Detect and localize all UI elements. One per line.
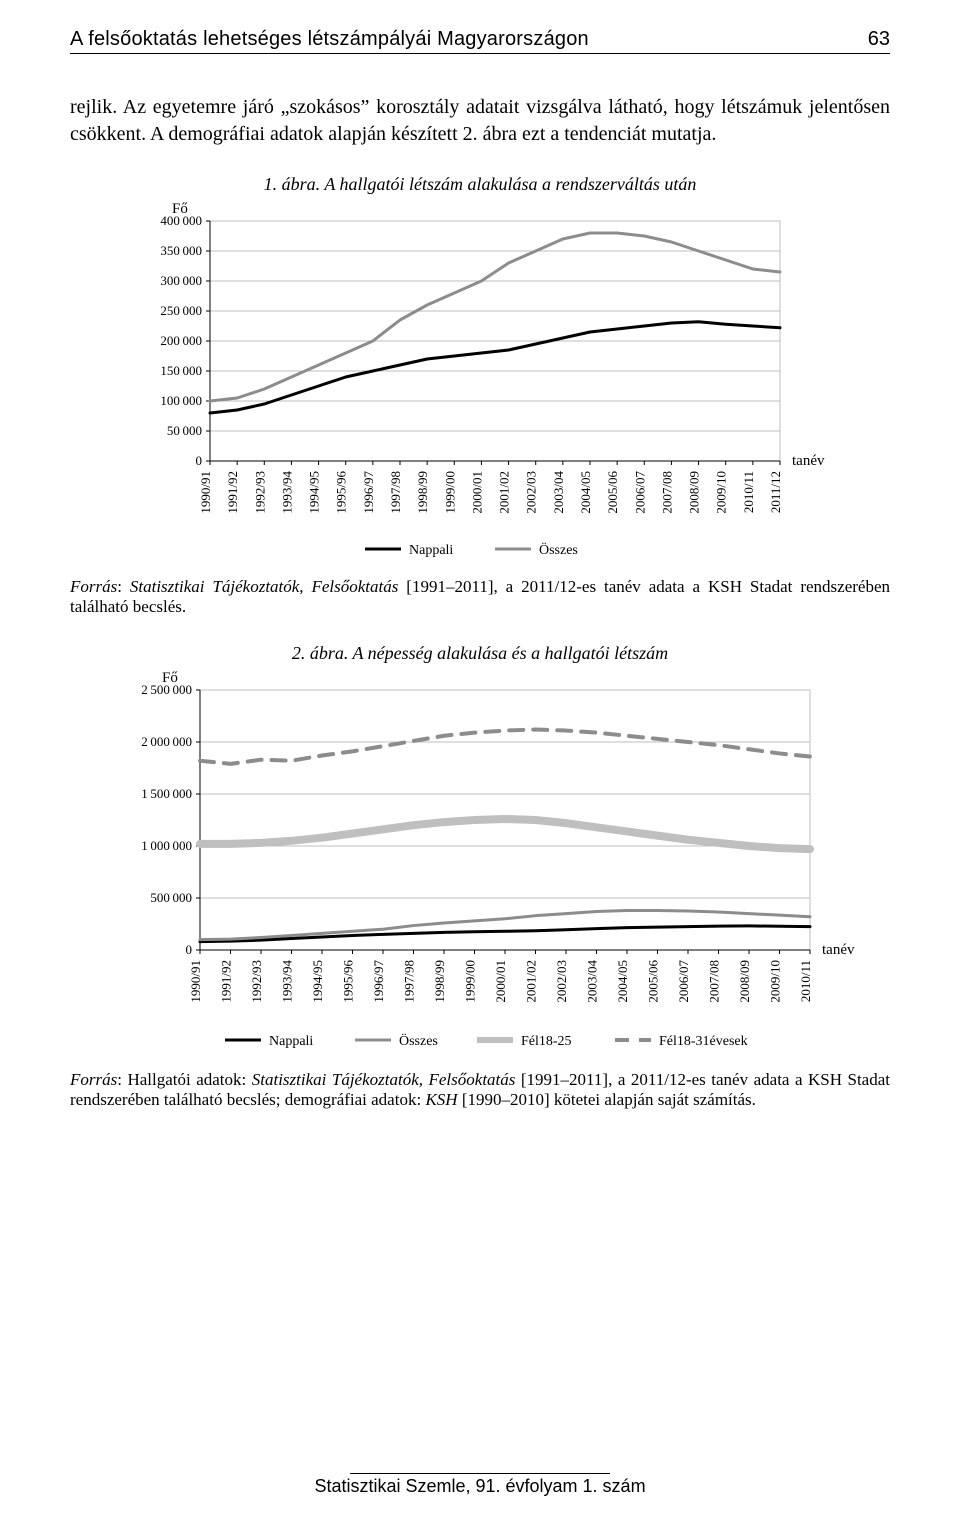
svg-text:Fél18-31évesek: Fél18-31évesek: [659, 1034, 748, 1049]
svg-text:Összes: Összes: [539, 541, 578, 558]
svg-text:2002/03: 2002/03: [554, 960, 569, 1003]
svg-text:50 000: 50 000: [167, 423, 202, 438]
svg-text:2003/04: 2003/04: [551, 471, 566, 514]
svg-text:Fő: Fő: [162, 670, 178, 686]
svg-text:2000/01: 2000/01: [469, 471, 484, 514]
svg-text:1999/00: 1999/00: [442, 471, 457, 514]
svg-text:Nappali: Nappali: [269, 1034, 313, 1049]
svg-text:2004/05: 2004/05: [578, 471, 593, 514]
svg-text:300 000: 300 000: [160, 273, 202, 288]
svg-text:0: 0: [186, 942, 193, 957]
svg-text:2008/09: 2008/09: [687, 471, 702, 514]
svg-text:Fő: Fő: [172, 201, 188, 217]
svg-text:2001/02: 2001/02: [497, 471, 512, 514]
svg-text:1993/94: 1993/94: [280, 960, 295, 1003]
svg-text:2005/06: 2005/06: [646, 960, 661, 1003]
page-footer: Statisztikai Szemle, 91. évfolyam 1. szá…: [0, 1473, 960, 1497]
svg-text:2007/08: 2007/08: [659, 471, 674, 514]
running-title: A felsőoktatás lehetséges létszámpályái …: [70, 28, 589, 51]
figure1-title: 1. ábra. A hallgatói létszám alakulása a…: [70, 174, 890, 195]
svg-text:2010/11: 2010/11: [798, 960, 813, 1002]
svg-text:2009/10: 2009/10: [768, 960, 783, 1003]
svg-text:1994/95: 1994/95: [310, 960, 325, 1003]
svg-text:tanév: tanév: [792, 453, 825, 469]
svg-text:100 000: 100 000: [160, 393, 202, 408]
svg-text:2001/02: 2001/02: [524, 960, 539, 1003]
svg-text:1990/91: 1990/91: [188, 960, 203, 1003]
svg-text:1997/98: 1997/98: [388, 471, 403, 514]
svg-text:1990/91: 1990/91: [198, 471, 213, 514]
svg-text:2005/06: 2005/06: [605, 471, 620, 514]
svg-text:1995/96: 1995/96: [341, 960, 356, 1003]
svg-text:2008/09: 2008/09: [737, 960, 752, 1003]
svg-text:350 000: 350 000: [160, 243, 202, 258]
figure2-source: Forrás: Hallgatói adatok: Statisztikai T…: [70, 1070, 890, 1110]
svg-text:500 000: 500 000: [150, 890, 192, 905]
svg-text:200 000: 200 000: [160, 333, 202, 348]
svg-text:Összes: Összes: [399, 1032, 438, 1049]
footer-rule: [350, 1473, 610, 1474]
svg-text:1994/95: 1994/95: [307, 471, 322, 514]
svg-text:2006/07: 2006/07: [632, 471, 647, 514]
svg-text:0: 0: [196, 453, 203, 468]
svg-text:2004/05: 2004/05: [615, 960, 630, 1003]
svg-text:1996/97: 1996/97: [371, 960, 386, 1003]
svg-text:1993/94: 1993/94: [279, 471, 294, 514]
svg-text:150 000: 150 000: [160, 363, 202, 378]
figure2-title: 2. ábra. A népesség alakulása és a hallg…: [70, 643, 890, 664]
svg-text:1992/93: 1992/93: [249, 960, 264, 1003]
svg-text:Fél18-25: Fél18-25: [521, 1034, 572, 1049]
figure1-chart: 0 50 000 100 000 150 000 200 000 250 000 300 0…: [130, 201, 830, 567]
svg-text:1991/92: 1991/92: [225, 471, 240, 514]
footer-text: Statisztikai Szemle, 91. évfolyam 1. szá…: [314, 1476, 645, 1496]
svg-text:1999/00: 1999/00: [463, 960, 478, 1003]
svg-text:2000/01: 2000/01: [493, 960, 508, 1003]
svg-text:2007/08: 2007/08: [707, 960, 722, 1003]
svg-text:1995/96: 1995/96: [334, 471, 349, 514]
svg-text:tanév: tanév: [822, 942, 855, 958]
svg-text:2006/07: 2006/07: [676, 960, 691, 1003]
svg-text:1997/98: 1997/98: [402, 960, 417, 1003]
svg-text:250 000: 250 000: [160, 303, 202, 318]
svg-text:1991/92: 1991/92: [219, 960, 234, 1003]
svg-text:1 500 000: 1 500 000: [141, 786, 192, 801]
svg-text:2010/11: 2010/11: [741, 471, 756, 513]
figure2-chart: 0500 0001 000 0001 500 0002 000 0002 500…: [100, 670, 860, 1060]
svg-text:2009/10: 2009/10: [714, 471, 729, 514]
svg-text:2003/04: 2003/04: [585, 960, 600, 1003]
figure1-source: Forrás: Statisztikai Tájékoztatók, Felső…: [70, 577, 890, 617]
body-paragraph: rejlik. Az egyetemre járó „szokásos” kor…: [70, 94, 890, 148]
running-head: A felsőoktatás lehetséges létszámpályái …: [70, 28, 890, 54]
svg-text:Nappali: Nappali: [409, 543, 453, 558]
svg-text:1998/99: 1998/99: [432, 960, 447, 1003]
svg-text:1998/99: 1998/99: [415, 471, 430, 514]
svg-text:1992/93: 1992/93: [252, 471, 267, 514]
page-number: 63: [868, 28, 890, 51]
svg-text:1 000 000: 1 000 000: [141, 838, 192, 853]
svg-text:2011/12: 2011/12: [768, 471, 783, 513]
svg-text:2 000 000: 2 000 000: [141, 734, 192, 749]
svg-text:1996/97: 1996/97: [361, 471, 376, 514]
svg-text:2002/03: 2002/03: [524, 471, 539, 514]
